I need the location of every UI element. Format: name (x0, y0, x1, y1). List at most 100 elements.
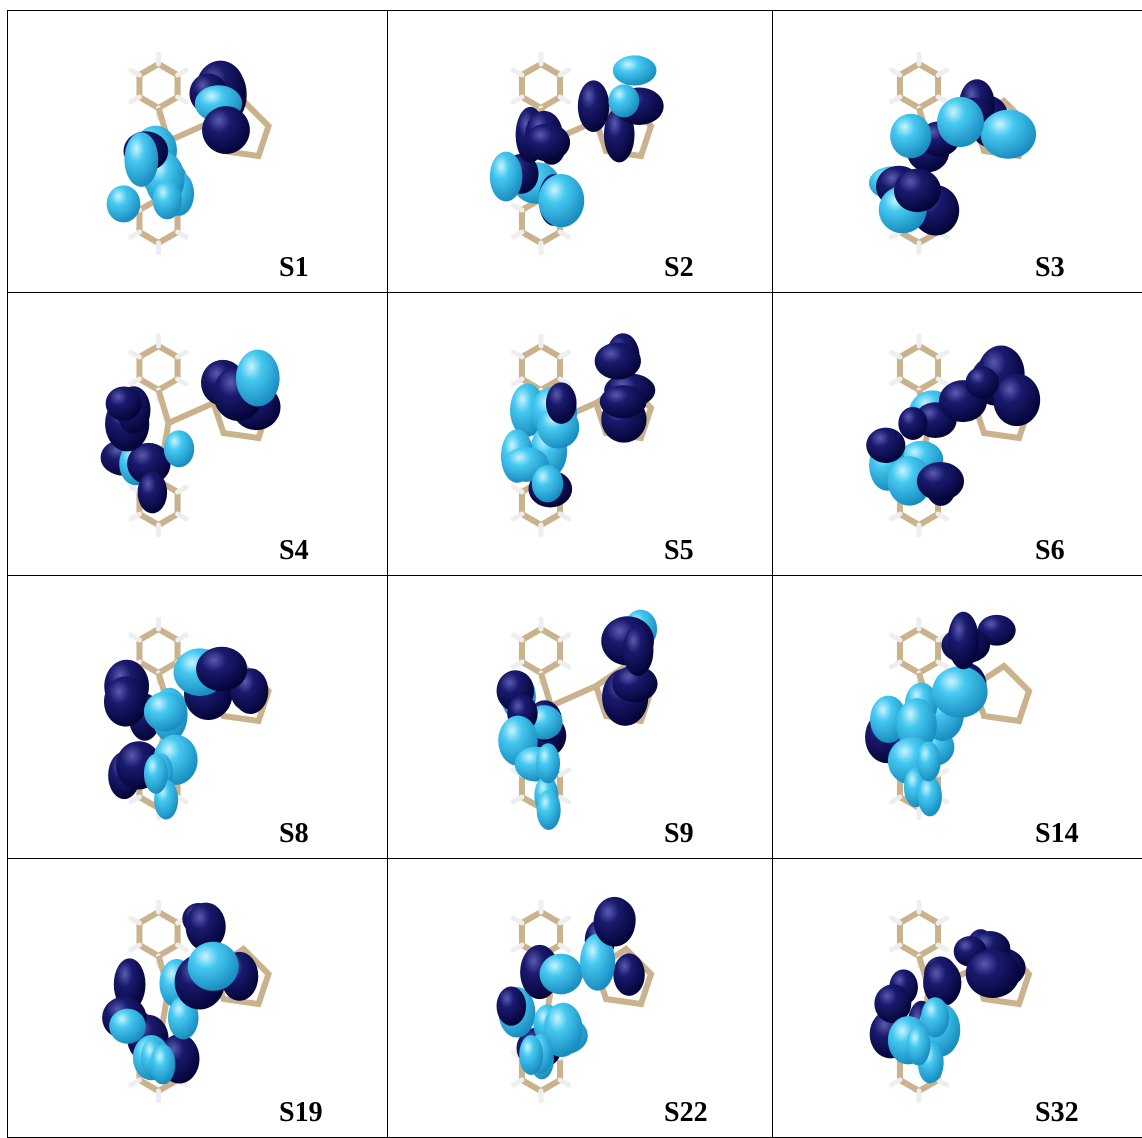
bond-h (178, 797, 187, 802)
bond-h (513, 1080, 522, 1085)
orbital-lobe-light (188, 942, 239, 991)
orbital-lobe-dark (106, 386, 142, 420)
orbital-lobe-light (917, 741, 941, 781)
bond-h (513, 487, 522, 492)
orbital-lobe-light (519, 1035, 543, 1075)
panel-label: S1 (279, 252, 309, 284)
orbital-lobe-light (151, 1044, 175, 1084)
bond-h (560, 352, 569, 357)
bond-h (513, 662, 522, 667)
bond-h (131, 1080, 140, 1085)
panel: S2 (387, 10, 773, 293)
bond-h (131, 232, 140, 237)
bond-h (560, 635, 569, 640)
panel: S22 (387, 858, 773, 1138)
bond-h (131, 379, 140, 384)
bond-ring (900, 912, 938, 956)
orbital-lobe-dark (993, 374, 1040, 426)
bond-ring (522, 346, 560, 390)
orbital-lobe-light (164, 430, 194, 467)
molecule-render (773, 859, 1142, 1138)
orbital-lobe-light (613, 55, 657, 85)
bond-ring (139, 346, 177, 390)
orbital-lobe-dark (497, 986, 527, 1025)
orbital-lobe-dark (923, 959, 961, 1006)
orbital-lobe-dark (578, 80, 609, 132)
bond-h (131, 70, 140, 75)
bond-h (891, 70, 900, 75)
bond-h (891, 945, 900, 950)
bond-ring (900, 346, 938, 390)
panel-label: S9 (664, 818, 694, 850)
panel-label: S5 (664, 535, 694, 567)
bond-h (560, 945, 569, 950)
bond-ring (900, 64, 938, 108)
orbital-lobe-light (538, 174, 584, 227)
bond-h (131, 945, 140, 950)
orbital-lobe-light (932, 666, 988, 718)
bond-h (938, 352, 947, 357)
bond-h (131, 352, 140, 357)
bond-h (891, 662, 900, 667)
panel: S1 (7, 10, 388, 293)
orbital-lobe-dark (898, 407, 927, 440)
bond-h (560, 918, 569, 923)
bond-h (513, 379, 522, 384)
orbital-lobe-dark (594, 897, 636, 947)
bond-h (891, 635, 900, 640)
panel: S6 (772, 292, 1142, 576)
orbital-lobe-light (107, 185, 141, 222)
panel: S4 (7, 292, 388, 576)
orbital-lobe-dark (546, 382, 577, 424)
bond-h (938, 918, 947, 923)
bond-h (560, 662, 569, 667)
bond-h (938, 379, 947, 384)
panel: S8 (7, 575, 388, 859)
bond-h (131, 635, 140, 640)
panel: S19 (7, 858, 388, 1138)
panel-label: S32 (1035, 1097, 1079, 1129)
bond-ring (522, 629, 560, 673)
bond-h (178, 232, 187, 237)
orbital-lobe-dark (966, 367, 999, 399)
bond-h (178, 352, 187, 357)
panel: S5 (387, 292, 773, 576)
orbital-lobe-dark (948, 612, 979, 670)
orbital-lobe-light (608, 84, 639, 117)
bond (551, 686, 596, 706)
bond-h (891, 918, 900, 923)
bond-h (560, 1080, 569, 1085)
orbital-lobe-light (124, 132, 158, 186)
molecule-render (773, 11, 1142, 293)
bond-h (513, 635, 522, 640)
orbital-lobe-light (890, 114, 931, 159)
bond-h (938, 945, 947, 950)
orbital-lobe-dark (613, 953, 644, 995)
orbital-lobe-dark (866, 428, 905, 463)
bond-h (178, 487, 187, 492)
bond-h (178, 379, 187, 384)
bond-h (560, 797, 569, 802)
orbital-lobe-light (906, 1025, 930, 1065)
orbital-lobe-dark (138, 471, 168, 513)
bond-ring (139, 64, 177, 108)
orbital-lobe-dark (196, 647, 247, 691)
orbital-lobe-light (537, 790, 561, 830)
orbital-lobe-light (539, 954, 582, 995)
molecule-render (388, 576, 773, 859)
bond-h (178, 635, 187, 640)
bond (169, 403, 214, 423)
bond-h (560, 514, 569, 519)
bond-h (131, 797, 140, 802)
bond-h (560, 97, 569, 102)
bond-h (891, 1080, 900, 1085)
orbital-lobe-light (153, 181, 182, 220)
bond-ring (139, 912, 177, 956)
bond-h (178, 945, 187, 950)
panel-label: S6 (1035, 535, 1065, 567)
bond-h (513, 70, 522, 75)
panel-label: S4 (279, 535, 309, 567)
molecule-render (8, 576, 388, 859)
molecule-render (8, 11, 388, 293)
bond-h (131, 918, 140, 923)
